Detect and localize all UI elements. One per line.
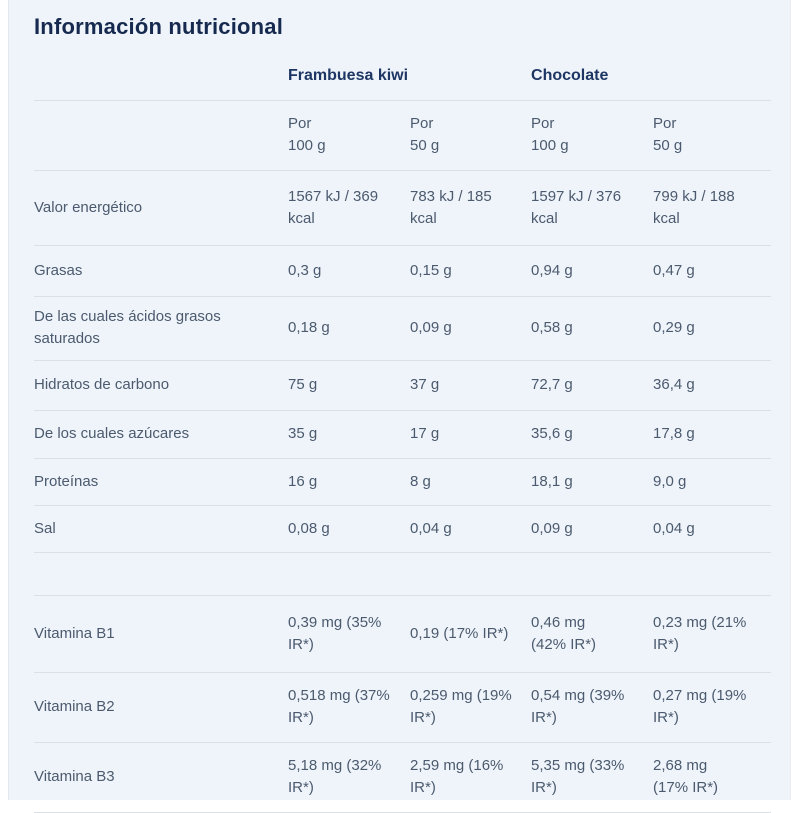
value-cell: 37 g — [410, 360, 532, 411]
table-row: Grasas 0,3 g 0,15 g 0,94 g 0,47 g — [34, 245, 772, 297]
value-cell: 36,4 g — [653, 360, 772, 411]
value-cell: 0,3 g — [288, 245, 410, 297]
row-label: Hidratos de carbono — [34, 360, 288, 411]
value-cell: 0,94 g — [531, 245, 654, 297]
table-row: Sal 0,08 g 0,04 g 0,09 g 0,04 g — [34, 505, 772, 553]
value-cell: 0,08 g — [288, 505, 410, 553]
row-label: Proteínas — [34, 458, 288, 506]
nutrition-panel: Información nutricional Frambuesa kiwi C… — [8, 0, 791, 813]
table-row: Vitamina B3 5,18 mg (32% IR*) 2,59 mg (1… — [34, 742, 772, 813]
value-cell: 0,23 mg (21% IR*) — [653, 595, 772, 673]
table-row: Vitamina B1 0,39 mg (35% IR*) 0,19 (17% … — [34, 595, 772, 673]
value-cell: 5,35 mg (33% IR*) — [531, 742, 654, 813]
nutrition-table: Frambuesa kiwi Chocolate Por 100 g Por 5… — [34, 40, 772, 813]
group-header-row: Frambuesa kiwi Chocolate — [34, 40, 772, 101]
value-cell: 0,04 g — [410, 505, 532, 553]
subheader-por-100g-frambuesa: Por 100 g — [288, 100, 410, 171]
value-cell: 18,1 g — [531, 458, 654, 506]
value-cell: 1567 kJ / 369 kcal — [288, 170, 410, 246]
value-cell: 5,18 mg (32% IR*) — [288, 742, 410, 813]
row-label: De los cuales azúcares — [34, 410, 288, 459]
value-cell: 0,09 g — [410, 296, 532, 361]
group-header-chocolate: Chocolate — [531, 40, 772, 101]
spacer-row — [34, 552, 772, 596]
row-label: Grasas — [34, 245, 288, 297]
row-label: Vitamina B1 — [34, 595, 288, 673]
value-cell: 0,518 mg (37% IR*) — [288, 672, 410, 743]
value-cell: 2,68 mg (17% IR*) — [653, 742, 772, 813]
value-cell: 16 g — [288, 458, 410, 506]
row-label: Vitamina B2 — [34, 672, 288, 743]
value-cell: 17,8 g — [653, 410, 772, 459]
value-cell: 0,29 g — [653, 296, 772, 361]
page-title: Información nutricional — [34, 14, 284, 39]
subheader-empty — [34, 100, 288, 171]
subheader-por-50g-frambuesa: Por 50 g — [410, 100, 532, 171]
row-label: Sal — [34, 505, 288, 553]
group-header-frambuesa-kiwi: Frambuesa kiwi — [288, 40, 532, 101]
value-cell: 0,58 g — [531, 296, 654, 361]
subheader-por-50g-chocolate: Por 50 g — [653, 100, 772, 171]
value-cell: 799 kJ / 188 kcal — [653, 170, 772, 246]
value-cell: 783 kJ / 185 kcal — [410, 170, 532, 246]
row-label: Vitamina B3 — [34, 742, 288, 813]
value-cell: 0,54 mg (39% IR*) — [531, 672, 654, 743]
table-row: Proteínas 16 g 8 g 18,1 g 9,0 g — [34, 458, 772, 506]
value-cell: 8 g — [410, 458, 532, 506]
value-cell: 9,0 g — [653, 458, 772, 506]
value-cell: 0,04 g — [653, 505, 772, 553]
group-header-empty — [34, 40, 288, 101]
value-cell: 2,59 mg (16% IR*) — [410, 742, 532, 813]
value-cell: 0,47 g — [653, 245, 772, 297]
table-row: Valor energético 1567 kJ / 369 kcal 783 … — [34, 170, 772, 246]
subheader-row: Por 100 g Por 50 g Por 100 g Por 50 g — [34, 100, 772, 171]
value-cell: 0,18 g — [288, 296, 410, 361]
value-cell: 75 g — [288, 360, 410, 411]
value-cell: 0,39 mg (35% IR*) — [288, 595, 410, 673]
table-row: De las cuales ácidos grasos saturados 0,… — [34, 296, 772, 361]
subheader-por-100g-chocolate: Por 100 g — [531, 100, 654, 171]
value-cell: 0,15 g — [410, 245, 532, 297]
value-cell: 35,6 g — [531, 410, 654, 459]
value-cell: 35 g — [288, 410, 410, 459]
value-cell: 0,46 mg (42% IR*) — [531, 595, 654, 673]
value-cell: 72,7 g — [531, 360, 654, 411]
row-label: Valor energético — [34, 170, 288, 246]
table-row: De los cuales azúcares 35 g 17 g 35,6 g … — [34, 410, 772, 459]
value-cell: 1597 kJ / 376 kcal — [531, 170, 654, 246]
value-cell: 0,259 mg (19% IR*) — [410, 672, 532, 743]
table-row: Hidratos de carbono 75 g 37 g 72,7 g 36,… — [34, 360, 772, 411]
value-cell: 17 g — [410, 410, 532, 459]
value-cell: 0,27 mg (19% IR*) — [653, 672, 772, 743]
value-cell: 0,19 (17% IR*) — [410, 595, 532, 673]
row-label: De las cuales ácidos grasos saturados — [34, 296, 288, 361]
value-cell: 0,09 g — [531, 505, 654, 553]
table-row: Vitamina B2 0,518 mg (37% IR*) 0,259 mg … — [34, 672, 772, 743]
